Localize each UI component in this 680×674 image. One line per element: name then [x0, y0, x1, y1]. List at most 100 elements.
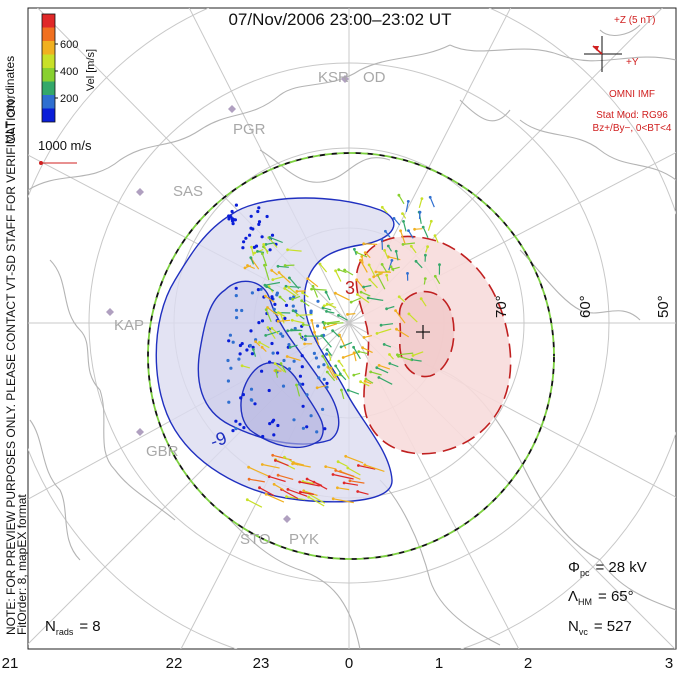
latitude-label-70: 70° — [493, 295, 510, 318]
velocity-vector-dot — [321, 407, 325, 411]
velocity-vector-origin — [359, 258, 362, 262]
velocity-vector — [400, 230, 406, 244]
velocity-vector-origin — [349, 300, 353, 304]
velocity-vector — [311, 288, 327, 291]
velocity-vector — [368, 264, 376, 276]
velocity-vector — [278, 319, 291, 322]
velocity-vector-dot — [242, 240, 246, 244]
velocity-vector-dot — [325, 385, 329, 389]
velocity-vector-origin — [291, 309, 295, 313]
velocity-vector-origin — [429, 219, 433, 223]
fitorder-note: FitOrder: 8, mapEX format — [15, 494, 29, 635]
velocity-vector-origin — [271, 278, 275, 281]
velocity-vector — [411, 359, 422, 362]
velocity-vector — [332, 473, 354, 480]
velocity-vector — [319, 263, 328, 273]
velocity-vector — [407, 230, 414, 239]
velocity-vector-dot — [301, 404, 305, 408]
velocity-vector-origin — [300, 299, 304, 303]
velocity-vector — [292, 463, 311, 468]
mlt-label-22: 22 — [166, 655, 183, 672]
velocity-vector — [287, 249, 302, 252]
velocity-vector-dot — [250, 352, 254, 356]
velocity-vector-dot — [257, 321, 261, 325]
velocity-vector-dot — [270, 420, 274, 424]
velocity-vector-origin — [346, 388, 350, 392]
velocity-vector-origin — [329, 366, 333, 370]
velocity-vector-origin — [298, 480, 302, 484]
velocity-vector — [418, 198, 423, 208]
velocity-vector-dot — [305, 393, 309, 397]
velocity-vector — [301, 300, 310, 307]
velocity-vector-origin — [325, 348, 329, 351]
velocity-vector-origin — [253, 251, 256, 255]
velocity-vector-origin — [414, 259, 418, 263]
velocity-vector-origin — [276, 319, 280, 323]
velocity-vector-dot — [272, 433, 276, 437]
velocity-vector — [324, 320, 340, 324]
velocity-vector-origin — [292, 461, 295, 464]
velocity-vector-dot — [259, 287, 263, 291]
velocity-vector — [377, 274, 386, 290]
velocity-vector-origin — [274, 368, 278, 372]
velocity-vector — [250, 258, 260, 270]
latitude-label-50: 50° — [655, 295, 672, 318]
velocity-vector — [395, 310, 406, 324]
velocity-vector-origin — [356, 490, 360, 493]
velocity-vector — [332, 330, 340, 338]
velocity-vector-origin — [375, 366, 379, 370]
velocity-vector — [263, 265, 270, 281]
velocity-vector-dot — [300, 354, 304, 358]
velocity-vector-origin — [273, 362, 277, 365]
velocity-vector-dot — [249, 329, 253, 333]
velocity-vector-origin — [385, 307, 388, 311]
velocity-vector-origin — [246, 264, 249, 267]
velocity-vector-origin — [264, 294, 267, 298]
velocity-vector-origin — [243, 266, 247, 270]
velocity-vector-origin — [363, 251, 367, 255]
velocity-vector-dot — [288, 296, 292, 300]
velocity-vector — [311, 320, 316, 333]
velocity-vector — [427, 221, 432, 231]
velocity-vector-origin — [334, 291, 337, 295]
velocity-vector-origin — [267, 475, 271, 478]
velocity-vector — [335, 292, 350, 301]
velocity-vector — [357, 490, 369, 495]
velocity-vector-origin — [324, 290, 328, 294]
velocity-vector — [412, 351, 424, 357]
velocity-vector-dot — [229, 366, 233, 370]
latitude-label-60: 60° — [577, 295, 594, 318]
velocity-vector — [381, 264, 388, 273]
velocity-vector-dot — [270, 233, 275, 237]
velocity-vector — [343, 369, 350, 380]
velocity-vector — [357, 294, 370, 304]
velocity-vector — [337, 461, 348, 467]
velocity-vector-dot — [226, 379, 230, 383]
velocity-vector-dot — [256, 209, 260, 214]
velocity-vector — [363, 243, 378, 245]
velocity-vector — [327, 366, 336, 379]
velocity-vector-origin — [285, 355, 289, 358]
velocity-vector-dot — [315, 430, 319, 434]
velocity-vector — [337, 487, 350, 491]
velocity-vector-origin — [374, 270, 378, 274]
velocity-vector-dot — [281, 384, 286, 388]
station-label-pgr: PGR — [233, 121, 266, 138]
velocity-vector-origin — [254, 340, 257, 343]
velocity-vector-dot — [271, 351, 275, 355]
velocity-vector-origin — [245, 498, 249, 502]
velocity-vector-origin — [288, 345, 292, 349]
stat-hm-boundary: ΛHM = 65° — [568, 588, 634, 607]
velocity-vector — [330, 367, 338, 381]
velocity-vector — [434, 275, 441, 285]
colorbar-tick-600: 600 — [60, 39, 78, 51]
velocity-vector — [376, 367, 389, 374]
velocity-vector-origin — [252, 348, 255, 351]
velocity-vector-dot — [309, 414, 313, 418]
station-markers — [106, 75, 349, 523]
velocity-vector — [369, 279, 378, 289]
velocity-vector — [261, 253, 268, 267]
velocity-vector-dot — [257, 220, 262, 224]
velocity-vector-origin — [286, 248, 289, 252]
velocity-vector-dot — [234, 203, 238, 207]
